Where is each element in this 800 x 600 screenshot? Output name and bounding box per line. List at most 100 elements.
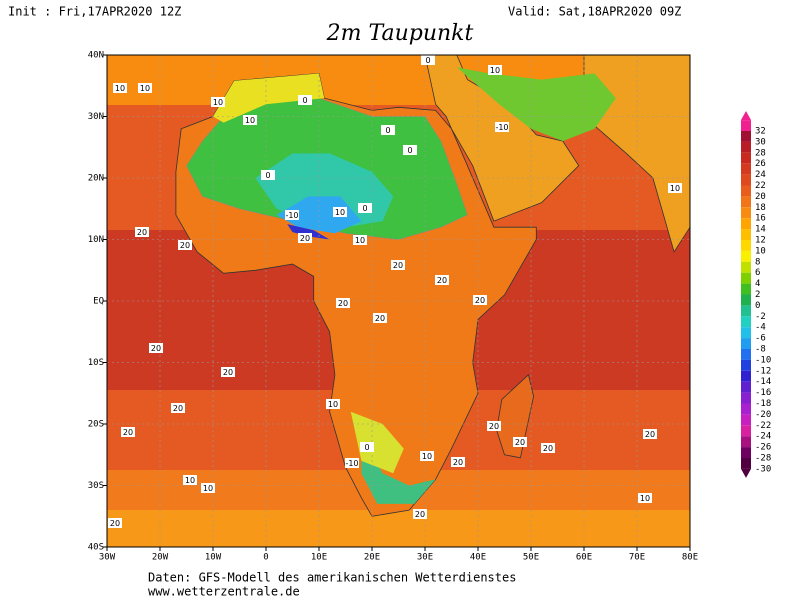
- x-tick-label: 10E: [311, 553, 327, 563]
- contour-label: 10: [213, 98, 223, 107]
- colorbar-swatch: [741, 272, 751, 284]
- colorbar-swatch: [741, 141, 751, 153]
- contour-label-bg: [668, 183, 682, 193]
- contour-label-bg: [298, 233, 312, 243]
- contour-label-bg: [473, 295, 487, 305]
- contour-label: -10: [495, 123, 508, 132]
- y-tick-label: 30S: [88, 481, 104, 491]
- colorbar-swatch: [741, 174, 751, 186]
- colorbar-label: -20: [755, 410, 771, 420]
- contour-label: 10: [422, 452, 432, 461]
- contour-label: 20: [645, 430, 655, 439]
- colorbar-swatch: [741, 349, 751, 360]
- y-tick-label: 20S: [88, 420, 104, 430]
- x-tick-label: 0: [263, 553, 268, 563]
- colorbar-label: -26: [755, 443, 771, 453]
- x-tick-label: 50E: [523, 553, 539, 563]
- x-tick-label: 70E: [629, 553, 645, 563]
- contour-label: 20: [437, 276, 447, 285]
- contour-label: 20: [489, 422, 499, 431]
- contour-label: 0: [407, 146, 412, 155]
- colorbar-label: -28: [755, 454, 771, 464]
- contour-label-bg: [353, 235, 367, 245]
- colorbar-swatch: [741, 338, 751, 349]
- footer-source: Daten: GFS-Modell des amerikanischen Wet…: [148, 571, 516, 585]
- contour-label-bg: [451, 457, 465, 467]
- colorbar-label: -22: [755, 421, 771, 431]
- colorbar-swatch: [741, 207, 751, 219]
- contour-label: 20: [415, 510, 425, 519]
- contour-label-bg: [381, 125, 395, 135]
- contour-label-bg: [495, 122, 509, 132]
- colorbar-swatch: [741, 196, 751, 208]
- colorbar-bottom-arrow: [741, 468, 751, 478]
- contour-label-bg: [333, 207, 347, 217]
- contour-label-bg: [171, 403, 185, 413]
- contour-label: -10: [285, 211, 298, 220]
- colorbar-swatch: [741, 414, 751, 426]
- colorbar-label: 2: [755, 290, 760, 300]
- colorbar-label: 6: [755, 268, 760, 278]
- contour-label: 20: [223, 368, 233, 377]
- colorbar-label: 32: [755, 127, 766, 137]
- contour-label-bg: [113, 83, 127, 93]
- colorbar-swatch: [741, 152, 751, 164]
- contour-label: 10: [140, 84, 150, 93]
- contour-label: 10: [490, 66, 500, 75]
- colorbar-label: 26: [755, 159, 766, 169]
- colorbar-swatch: [741, 250, 751, 262]
- contour-label: 10: [640, 494, 650, 503]
- colorbar-swatch: [741, 185, 751, 197]
- colorbar: 32302826242220181614121086420-2-4-6-8-10…: [741, 111, 771, 478]
- colorbar-label: -8: [755, 345, 766, 355]
- colorbar-swatch: [741, 120, 751, 131]
- colorbar-label: 14: [755, 225, 766, 235]
- x-tick-label: 40E: [470, 553, 486, 563]
- colorbar-swatch: [741, 294, 751, 306]
- contour-label-bg: [201, 483, 215, 493]
- y-tick-label: 40N: [88, 51, 104, 61]
- colorbar-label: 8: [755, 257, 760, 267]
- colorbar-swatch: [741, 370, 751, 382]
- x-tick-label: 80E: [682, 553, 698, 563]
- colorbar-swatch: [741, 316, 751, 328]
- contour-label: 20: [338, 299, 348, 308]
- x-tick-label: 30W: [99, 553, 116, 563]
- contour-label: 20: [393, 261, 403, 270]
- colorbar-swatch: [741, 425, 751, 437]
- colorbar-label: 30: [755, 137, 766, 147]
- init-time: Init : Fri,17APR2020 12Z: [8, 5, 181, 19]
- contour-label-bg: [421, 55, 435, 65]
- colorbar-swatch: [741, 458, 751, 469]
- colorbar-label: 10: [755, 246, 766, 256]
- contour-label: 0: [385, 126, 390, 135]
- footer-url: www.wetterzentrale.de: [148, 585, 300, 599]
- contour-label: 20: [475, 296, 485, 305]
- colorbar-swatch: [741, 261, 751, 273]
- contour-label-bg: [135, 227, 149, 237]
- contour-label-bg: [420, 451, 434, 461]
- y-tick-label: 40S: [88, 543, 104, 553]
- colorbar-label: -14: [755, 377, 771, 387]
- colorbar-label: 16: [755, 214, 766, 224]
- map: 10 10 10 0 0 0 10 0 -10 0 10 10 -10 0 10 20 20 20 20 20 20 20…: [107, 55, 690, 547]
- colorbar-label: 28: [755, 148, 766, 158]
- contour-label: 0: [302, 96, 307, 105]
- contour-label: 0: [425, 56, 430, 65]
- colorbar-swatch: [741, 403, 751, 415]
- contour-label-bg: [541, 443, 555, 453]
- colorbar-label: 20: [755, 192, 766, 202]
- contour-label-bg: [391, 260, 405, 270]
- colorbar-label: 0: [755, 301, 760, 311]
- colorbar-swatch: [741, 218, 751, 230]
- contour-label-bg: [336, 298, 350, 308]
- contour-label: 20: [543, 444, 553, 453]
- colorbar-label: -18: [755, 399, 771, 409]
- contour-label: 20: [123, 428, 133, 437]
- contour-label: 10: [203, 484, 213, 493]
- colorbar-label: -10: [755, 355, 771, 365]
- contour-label: 20: [180, 241, 190, 250]
- x-tick-label: 30E: [417, 553, 433, 563]
- contour-label: 20: [375, 314, 385, 323]
